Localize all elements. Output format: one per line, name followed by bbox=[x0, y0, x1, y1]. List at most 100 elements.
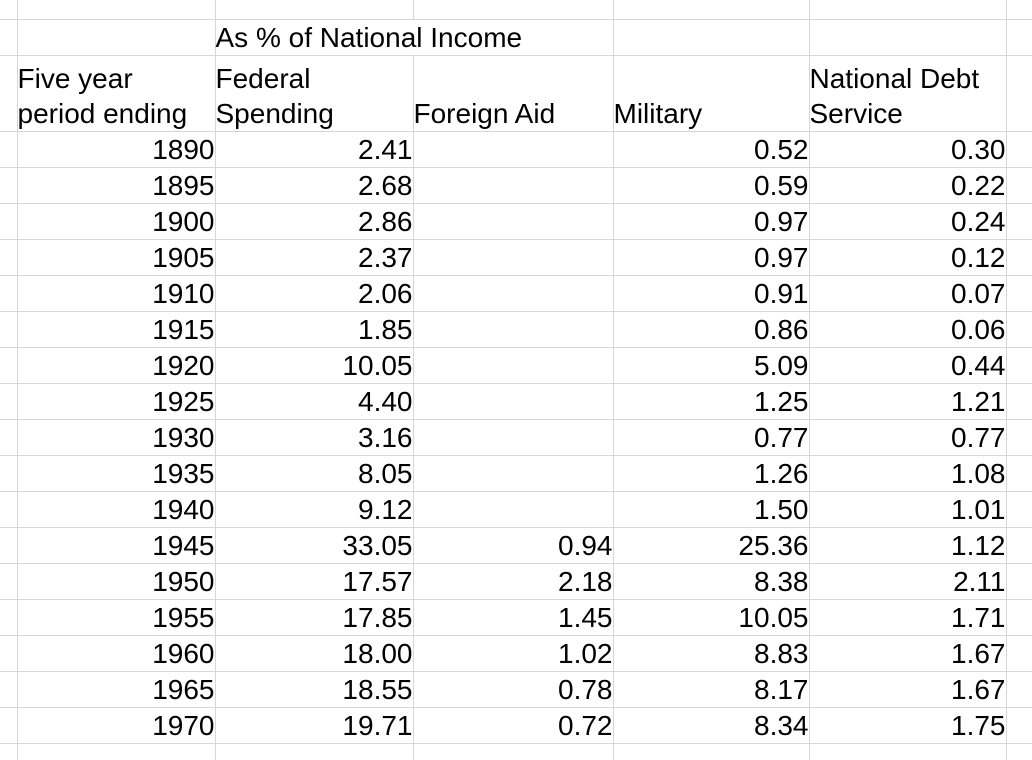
cell-blank[interactable] bbox=[1006, 203, 1032, 240]
cell-foreign-aid[interactable] bbox=[413, 383, 614, 420]
cell-debt-service[interactable]: 1.08 bbox=[809, 455, 1007, 492]
cell-year[interactable]: 1900 bbox=[17, 203, 216, 240]
cell-year[interactable]: 1970 bbox=[17, 707, 216, 744]
cell-federal-spending[interactable]: 2.86 bbox=[215, 203, 414, 240]
header-cell-debt-service[interactable]: National Debt Service bbox=[809, 55, 1007, 132]
cell-blank[interactable] bbox=[0, 563, 18, 600]
cell-federal-spending[interactable]: 33.05 bbox=[215, 527, 414, 564]
cell-military[interactable]: 0.59 bbox=[613, 167, 810, 204]
cell-blank[interactable] bbox=[0, 527, 18, 564]
cell-foreign-aid[interactable]: 1.02 bbox=[413, 635, 614, 672]
cell-blank[interactable] bbox=[0, 419, 18, 456]
cell-debt-service[interactable]: 0.24 bbox=[809, 203, 1007, 240]
cell-military[interactable]: 0.97 bbox=[613, 239, 810, 276]
cell-military[interactable]: 8.38 bbox=[613, 563, 810, 600]
cell-blank[interactable] bbox=[0, 599, 18, 636]
cell-federal-spending[interactable]: 2.37 bbox=[215, 239, 414, 276]
cell-foreign-aid[interactable]: 0.72 bbox=[413, 707, 614, 744]
cell-debt-service[interactable]: 2.11 bbox=[809, 563, 1007, 600]
cell-military[interactable]: 0.97 bbox=[613, 203, 810, 240]
cell-blank[interactable] bbox=[1006, 527, 1032, 564]
cell-military[interactable]: 25.36 bbox=[613, 527, 810, 564]
cell-federal-spending[interactable]: 2.41 bbox=[215, 131, 414, 168]
cell-blank[interactable] bbox=[0, 275, 18, 312]
cell-foreign-aid[interactable] bbox=[413, 131, 614, 168]
cell-year[interactable]: 1940 bbox=[17, 491, 216, 528]
cell-military[interactable]: 0.77 bbox=[613, 419, 810, 456]
cell-year[interactable]: 1935 bbox=[17, 455, 216, 492]
cell-debt-service[interactable]: 1.12 bbox=[809, 527, 1007, 564]
cell-blank[interactable] bbox=[0, 707, 18, 744]
cell-debt-service[interactable]: 1.21 bbox=[809, 383, 1007, 420]
cell-foreign-aid[interactable] bbox=[413, 455, 614, 492]
cell-blank[interactable] bbox=[809, 19, 1007, 56]
cell-year[interactable]: 1890 bbox=[17, 131, 216, 168]
cell-foreign-aid[interactable] bbox=[413, 275, 614, 312]
cell-blank[interactable] bbox=[1006, 455, 1032, 492]
cell-blank[interactable] bbox=[17, 19, 216, 56]
cell-blank[interactable] bbox=[1006, 563, 1032, 600]
cell-debt-service[interactable]: 1.67 bbox=[809, 635, 1007, 672]
cell-year[interactable]: 1915 bbox=[17, 311, 216, 348]
cell-blank[interactable] bbox=[1006, 671, 1032, 708]
cell-blank[interactable] bbox=[0, 55, 18, 132]
header-cell-foreign-aid[interactable]: Foreign Aid bbox=[413, 55, 614, 132]
cell-blank[interactable] bbox=[0, 743, 18, 760]
cell-blank[interactable] bbox=[1006, 167, 1032, 204]
cell-foreign-aid[interactable]: 2.18 bbox=[413, 563, 614, 600]
cell-blank[interactable] bbox=[413, 743, 614, 760]
cell-military[interactable]: 10.05 bbox=[613, 599, 810, 636]
header-cell-federal-spending[interactable]: Federal Spending bbox=[215, 55, 414, 132]
cell-military[interactable]: 0.52 bbox=[613, 131, 810, 168]
cell-blank[interactable] bbox=[613, 19, 810, 56]
cell-blank[interactable] bbox=[0, 239, 18, 276]
cell-blank[interactable] bbox=[1006, 599, 1032, 636]
cell-foreign-aid[interactable]: 1.45 bbox=[413, 599, 614, 636]
cell-debt-service[interactable]: 0.30 bbox=[809, 131, 1007, 168]
cell-year[interactable]: 1930 bbox=[17, 419, 216, 456]
cell-military[interactable]: 5.09 bbox=[613, 347, 810, 384]
cell-military[interactable]: 1.25 bbox=[613, 383, 810, 420]
cell-federal-spending[interactable]: 8.05 bbox=[215, 455, 414, 492]
cell-blank[interactable] bbox=[0, 635, 18, 672]
cell-federal-spending[interactable]: 9.12 bbox=[215, 491, 414, 528]
cell-year[interactable]: 1910 bbox=[17, 275, 216, 312]
cell-blank[interactable] bbox=[1006, 239, 1032, 276]
cell-debt-service[interactable]: 1.75 bbox=[809, 707, 1007, 744]
cell-blank[interactable] bbox=[413, 0, 614, 20]
cell-year[interactable]: 1920 bbox=[17, 347, 216, 384]
cell-federal-spending[interactable]: 1.85 bbox=[215, 311, 414, 348]
cell-blank[interactable] bbox=[17, 743, 216, 760]
cell-federal-spending[interactable]: 2.68 bbox=[215, 167, 414, 204]
cell-year[interactable]: 1905 bbox=[17, 239, 216, 276]
cell-blank[interactable] bbox=[0, 455, 18, 492]
cell-year[interactable]: 1965 bbox=[17, 671, 216, 708]
cell-debt-service[interactable]: 0.22 bbox=[809, 167, 1007, 204]
header-cell-period[interactable]: Five year period ending bbox=[17, 55, 216, 132]
cell-blank[interactable] bbox=[0, 311, 18, 348]
cell-blank[interactable] bbox=[1006, 311, 1032, 348]
cell-federal-spending[interactable]: 18.00 bbox=[215, 635, 414, 672]
cell-federal-spending[interactable]: 19.71 bbox=[215, 707, 414, 744]
cell-blank[interactable] bbox=[0, 347, 18, 384]
cell-military[interactable]: 8.83 bbox=[613, 635, 810, 672]
cell-foreign-aid[interactable] bbox=[413, 167, 614, 204]
cell-foreign-aid[interactable] bbox=[413, 239, 614, 276]
cell-blank[interactable] bbox=[809, 743, 1007, 760]
cell-debt-service[interactable]: 0.12 bbox=[809, 239, 1007, 276]
cell-military[interactable]: 0.86 bbox=[613, 311, 810, 348]
cell-foreign-aid[interactable] bbox=[413, 347, 614, 384]
cell-foreign-aid[interactable]: 0.94 bbox=[413, 527, 614, 564]
cell-blank[interactable] bbox=[0, 19, 18, 56]
cell-blank[interactable] bbox=[1006, 707, 1032, 744]
cell-blank[interactable] bbox=[0, 131, 18, 168]
cell-blank[interactable] bbox=[215, 743, 414, 760]
cell-year[interactable]: 1925 bbox=[17, 383, 216, 420]
cell-year[interactable]: 1950 bbox=[17, 563, 216, 600]
cell-military[interactable]: 1.50 bbox=[613, 491, 810, 528]
cell-federal-spending[interactable]: 3.16 bbox=[215, 419, 414, 456]
cell-military[interactable]: 0.91 bbox=[613, 275, 810, 312]
cell-federal-spending[interactable]: 2.06 bbox=[215, 275, 414, 312]
cell-federal-spending[interactable]: 10.05 bbox=[215, 347, 414, 384]
cell-federal-spending[interactable]: 17.85 bbox=[215, 599, 414, 636]
